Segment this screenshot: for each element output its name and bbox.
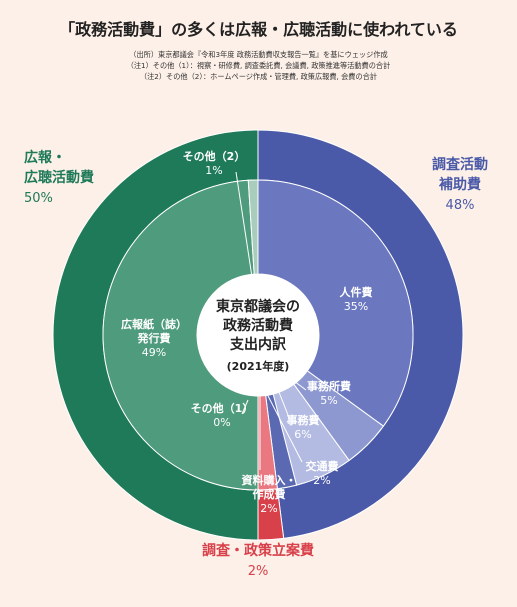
inner-slice-0: [257, 179, 414, 427]
outer-label-value: 2%: [248, 564, 269, 579]
outer-label-1: 調査・政策立案費 2%: [202, 542, 314, 579]
outer-label-name: 広報・: [24, 149, 66, 166]
inner-label-name: 作成費: [253, 487, 286, 501]
center-line-2: 支出内訳: [229, 336, 287, 353]
note-2: （注2）その他（2）：ホームページ作成・管理費, 政策広報費, 会費の合計: [139, 72, 378, 81]
leader-line-4: [241, 399, 249, 415]
inner-label-value: 35%: [344, 300, 368, 313]
outer-label-value: 50%: [24, 191, 53, 206]
outer-label-name: 補助費: [438, 176, 481, 193]
center-line-1: 政務活動費: [223, 317, 293, 334]
inner-label-name: 広報紙（誌）: [121, 317, 187, 331]
inner-label-name: その他（2）: [183, 149, 246, 163]
inner-label-value: 1%: [205, 164, 222, 177]
center-hole: [197, 274, 319, 396]
inner-label-name: 交通費: [306, 459, 339, 473]
inner-label-name: 事務所費: [307, 379, 351, 393]
inner-label-value: 5%: [320, 394, 337, 407]
inner-label-value: 6%: [294, 428, 311, 441]
note-1: （注1）その他（1）：視察・研修費, 調査委託費, 会議費, 政策推進等活動費の…: [126, 61, 391, 70]
inner-label-name: 資料購入・: [242, 473, 297, 487]
center-year: (2021年度): [227, 359, 290, 373]
outer-label-name: 調査・政策立案費: [202, 542, 314, 559]
outer-label-name: 広聴活動費: [24, 169, 94, 186]
source-note: （出所）東京都議会『令和3年度 政務活動費収支報告一覧』を基にウェッジ作成: [129, 50, 388, 59]
inner-label-value: 49%: [142, 346, 166, 359]
inner-label-value: 2%: [313, 474, 330, 487]
outer-label-value: 48%: [446, 198, 475, 213]
inner-label-7: その他（2）1%: [183, 149, 246, 177]
inner-label-name: 事務費: [287, 413, 320, 427]
center-line-0: 東京都議会の: [216, 298, 300, 315]
inner-label-value: 2%: [260, 502, 277, 515]
outer-label-2: 広報・広聴活動費 50%: [24, 149, 94, 206]
leader-line-5: [235, 171, 253, 278]
inner-ring: [102, 179, 414, 491]
inner-label-name: その他（1）: [191, 401, 254, 415]
inner-label-5: その他（1）0%: [191, 401, 254, 429]
outer-label-name: 調査活動: [432, 156, 488, 173]
inner-label-value: 0%: [213, 416, 230, 429]
chart-title: 「政務活動費」の多くは広報・広聴活動に使われている: [59, 20, 458, 39]
inner-labels: 人件費35%事務所費5%事務費6%交通費2%資料購入・作成費2%その他（1）0%…: [121, 149, 373, 515]
inner-label-name: 発行費: [137, 331, 171, 345]
inner-label-name: 人件費: [340, 285, 373, 299]
leader-line-2: [265, 391, 303, 463]
